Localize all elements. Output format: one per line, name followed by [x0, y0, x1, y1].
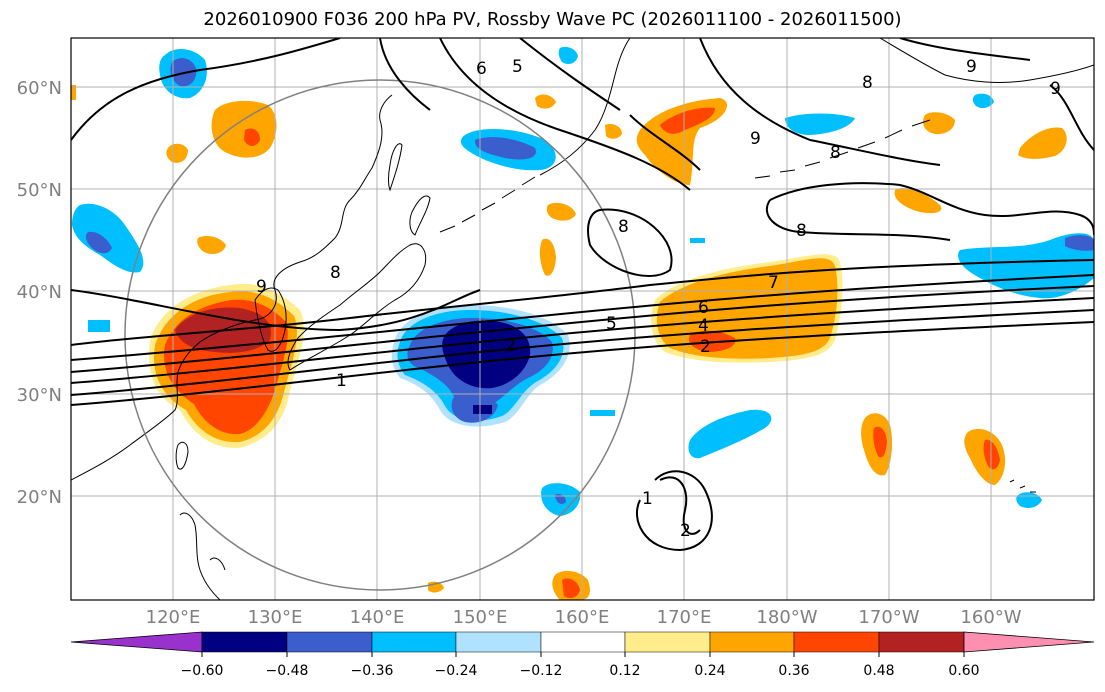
colorbar-segment	[286, 631, 373, 653]
colorbar-ticks	[201, 652, 965, 657]
colorbar-tick-label: −0.12	[520, 663, 563, 679]
contour-label: 8	[330, 263, 341, 283]
lon-label: 150°E	[453, 607, 508, 628]
pv-contours	[71, 38, 1094, 552]
lon-label: 130°E	[248, 607, 303, 628]
colorbar-tick-label: 0.36	[778, 663, 809, 679]
colorbar-segment	[371, 631, 457, 653]
contour-label: 9	[750, 129, 761, 149]
colorbar-tick-label: −0.60	[181, 663, 224, 679]
colorbar-min-arrow	[70, 631, 203, 653]
colorbar-segment	[709, 631, 795, 653]
contour-label: 1	[642, 489, 653, 509]
colorbar-tick-label: 0.12	[609, 663, 640, 679]
map-frame	[70, 37, 1095, 601]
contour-label: 9	[966, 57, 977, 77]
colorbar-tick-label: 0.48	[863, 663, 894, 679]
colorbar-tick-label: −0.24	[435, 663, 478, 679]
lat-label: 50°N	[17, 180, 62, 201]
coastlines	[71, 38, 1094, 600]
colorbar-segment	[793, 631, 880, 653]
contour-label: 7	[768, 273, 779, 293]
lat-axis-labels: 60°N 50°N 40°N 30°N 20°N	[17, 78, 62, 508]
contour-label: 8	[830, 143, 841, 163]
contour-label: 8	[796, 221, 807, 241]
contour-label: 9	[256, 277, 267, 297]
colorbar-tick-label: −0.48	[266, 663, 309, 679]
colorbar-tick-label: 0.24	[694, 663, 725, 679]
lat-label: 20°N	[17, 487, 62, 508]
contour-label: 1	[336, 371, 347, 391]
contour-label: 4	[698, 316, 709, 336]
colorbar-max-arrow	[963, 631, 1095, 653]
contour-label: 9	[1050, 79, 1061, 99]
contour-label: 5	[512, 57, 523, 77]
colorbar-tick-label: 0.60	[948, 663, 979, 679]
contour-label: 5	[606, 314, 617, 334]
lat-label: 60°N	[17, 78, 62, 99]
contour-labels: 1 2 4 5 6 7 8 8 8 8 8 9 9 9 9 5 6 2 1 2	[256, 57, 1061, 541]
lon-label: 140°E	[350, 607, 405, 628]
colorbar: −0.60 −0.48 −0.36 −0.24 −0.12 0.12 0.24 …	[70, 631, 1095, 679]
lon-label: 180°W	[756, 607, 817, 628]
lon-label: 160°W	[960, 607, 1021, 628]
colorbar-tick-label: −0.36	[351, 663, 394, 679]
contour-label: 6	[698, 298, 709, 318]
contour-label: 8	[862, 73, 873, 93]
contour-label: 8	[618, 217, 629, 237]
contour-label: 2	[505, 336, 516, 356]
lon-label: 170°W	[858, 607, 919, 628]
contour-label: 2	[700, 337, 711, 357]
lon-label: 170°E	[657, 607, 712, 628]
colorbar-segment	[540, 631, 626, 653]
map-title: 2026010900 F036 200 hPa PV, Rossby Wave …	[203, 9, 902, 30]
colorbar-segment	[455, 631, 542, 653]
colorbar-segment	[201, 631, 288, 653]
grid-lines	[71, 38, 1094, 600]
lat-label: 30°N	[17, 385, 62, 406]
region-circle	[124, 79, 636, 591]
lat-label: 40°N	[17, 282, 62, 303]
contour-label: 6	[476, 59, 487, 79]
lon-label: 160°E	[555, 607, 610, 628]
colorbar-segment	[878, 631, 965, 653]
colorbar-segment	[624, 631, 711, 653]
lon-axis-labels: 120°E 130°E 140°E 150°E 160°E 170°E 180°…	[146, 607, 1022, 628]
contour-label: 2	[680, 521, 691, 541]
lon-label: 120°E	[146, 607, 201, 628]
